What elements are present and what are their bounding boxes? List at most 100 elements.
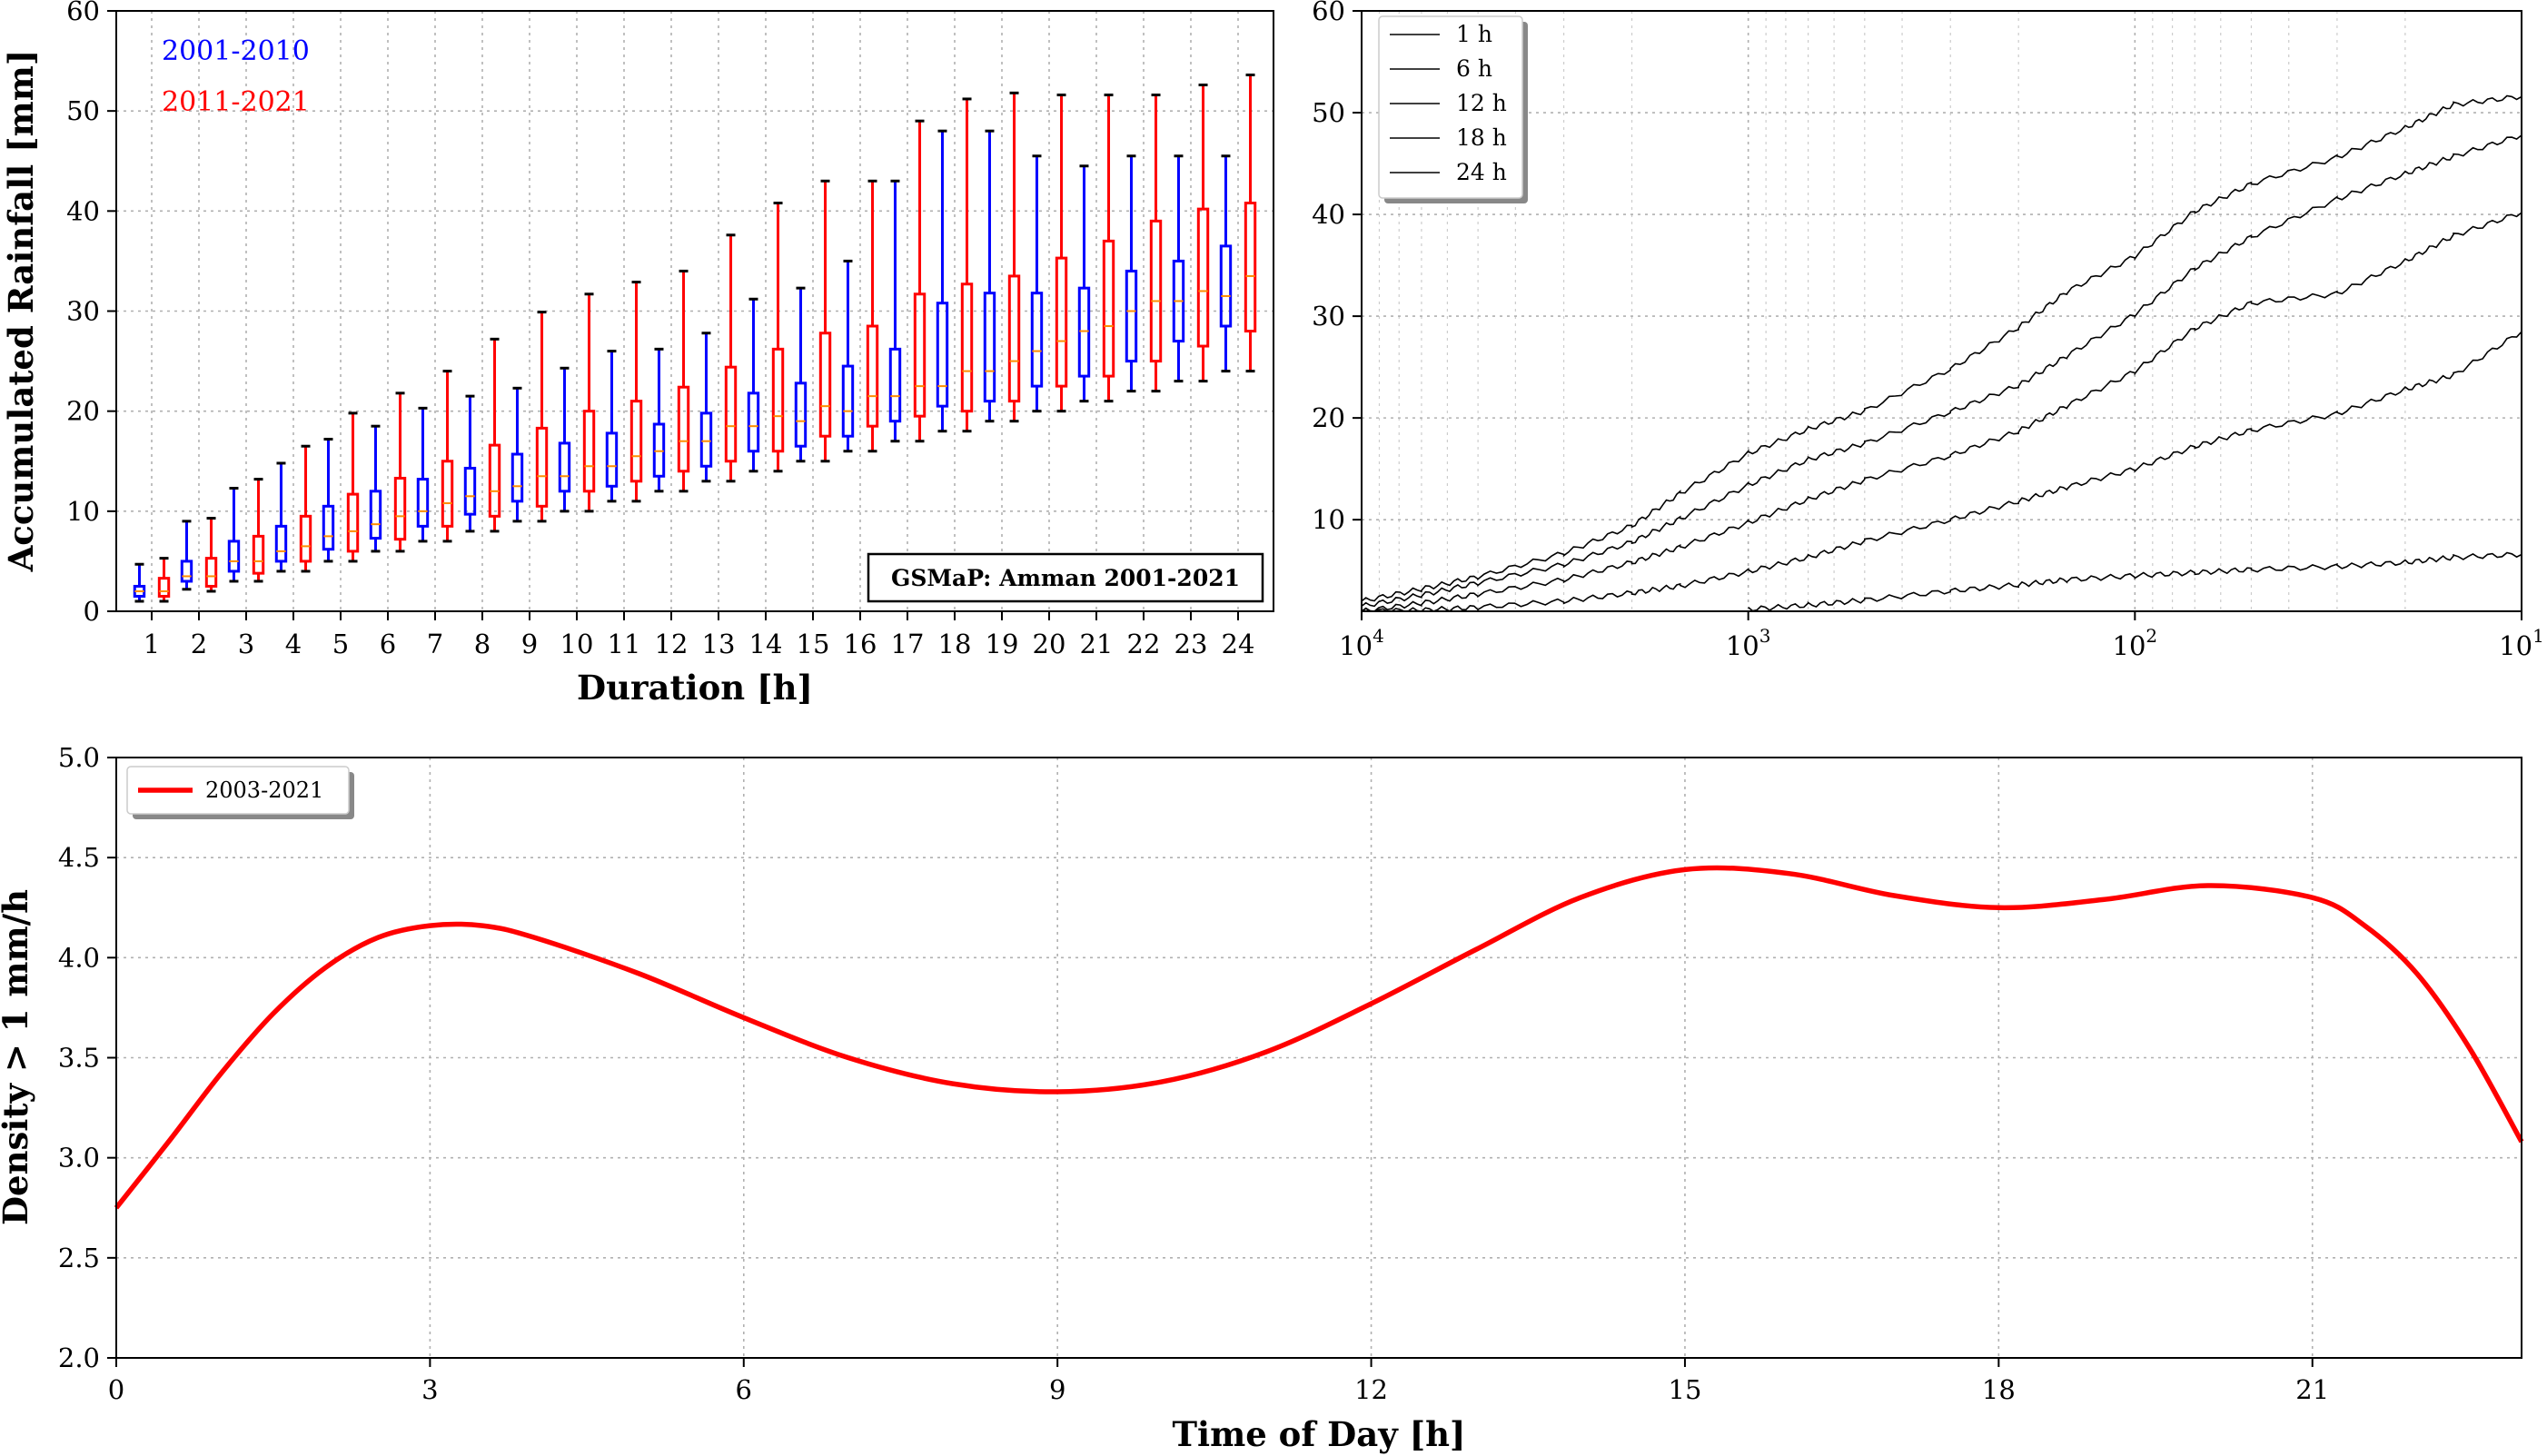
boxplot-x-tick-label: 3	[238, 629, 254, 659]
diurnal-y-tick-label: 3.0	[58, 1143, 100, 1174]
boxplot-y-tick-label: 30	[66, 296, 100, 327]
boxplot-box-red	[204, 517, 218, 593]
diurnal-legend: 2003-2021	[126, 766, 354, 819]
boxplot-box-red	[677, 269, 690, 493]
diurnal-y-axis-label: Density > 1 mm/h	[0, 889, 35, 1225]
boxplot-x-tick-label: 9	[521, 629, 538, 659]
boxplot-y-ticks: 0 10 20 30 40 50 60	[66, 0, 116, 627]
exceedance-y-tick-label: 40	[1312, 199, 1345, 230]
boxplot-box-red	[629, 281, 643, 503]
boxplot-box-blue	[699, 332, 713, 483]
boxplot-box-red	[346, 411, 360, 563]
diurnal-x-tick-label: 6	[736, 1374, 752, 1405]
exceedance-x-tick-base: 10	[1339, 630, 1373, 661]
boxplot-y-tick-label: 40	[66, 195, 100, 226]
boxplot-x-tick-label: 11	[608, 629, 641, 659]
boxplot-iqr-box	[1077, 286, 1091, 378]
boxplot-iqr-box	[488, 443, 501, 518]
boxplot-iqr-box	[535, 426, 549, 508]
boxplot-x-tick-label: 5	[332, 629, 349, 659]
diurnal-legend-box	[126, 766, 350, 815]
boxplot-box-blue	[1219, 154, 1233, 373]
diurnal-y-tick-label: 4.5	[58, 842, 100, 873]
boxplot-iqr-box	[1030, 292, 1044, 388]
boxplot-gridlines	[116, 10, 1274, 612]
boxplot-box-red	[393, 391, 407, 553]
boxplot-iqr-box	[983, 292, 996, 403]
boxplot-box-red	[1007, 91, 1021, 423]
exceedance-y-tick-label: 50	[1312, 97, 1345, 128]
boxplot-box-blue	[888, 179, 902, 443]
exceedance-line-24h	[1361, 94, 2522, 602]
boxplot-iqr-box	[677, 385, 690, 473]
boxplot-iqr-box	[416, 478, 430, 528]
boxplot-iqr-box	[866, 324, 879, 428]
boxplot-box-blue	[558, 366, 571, 513]
boxplot-box-red	[866, 179, 879, 453]
boxplot-iqr-box	[629, 400, 643, 483]
boxplot-x-tick-label: 10	[560, 629, 594, 659]
exceedance-x-tick-base: 10	[2499, 630, 2532, 661]
boxplot-box-red	[441, 370, 454, 543]
boxplot-iqr-box	[771, 347, 785, 453]
boxplot-iqr-box	[1196, 207, 1210, 348]
boxplot-iqr-box	[888, 347, 902, 423]
exceedance-x-tick-label: 103	[1726, 625, 1771, 661]
diurnal-gridlines	[115, 757, 2522, 1359]
exceedance-y-ticks: 10 20 30 40 50 60	[1312, 0, 1362, 535]
boxplot-box-red	[157, 557, 171, 603]
exceedance-y-tick-label: 30	[1312, 301, 1345, 332]
boxplot-iqr-box	[652, 422, 666, 478]
boxplot-iqr-box	[960, 282, 974, 413]
boxplot-iqr-box	[936, 302, 949, 408]
exceedance-x-tick-label: 101	[2499, 625, 2544, 661]
diurnal-y-tick-label: 4.0	[58, 942, 100, 973]
boxplot-legend-2001-2010: 2001-2010	[162, 35, 310, 67]
boxplot-x-tick-label: 16	[844, 629, 877, 659]
exceedance-x-tick-exponent: 3	[1759, 625, 1771, 647]
boxplot-y-axis-label: Accumulated Rainfall [mm]	[1, 50, 41, 573]
diurnal-x-tick-label: 21	[2295, 1374, 2329, 1405]
boxplot-iqr-box	[227, 540, 241, 573]
boxplot-iqr-box	[558, 441, 571, 493]
exceedance-x-tick-base: 10	[1726, 630, 1759, 661]
boxplot-box-blue	[463, 394, 477, 533]
diurnal-legend-label: 2003-2021	[205, 778, 323, 803]
exceedance-line-12h	[1361, 212, 2522, 612]
boxplot-x-tick-label: 7	[427, 629, 443, 659]
boxplot-x-tick-label: 21	[1080, 629, 1114, 659]
boxplot-x-tick-label: 18	[938, 629, 972, 659]
diurnal-x-tick-label: 12	[1354, 1374, 1388, 1405]
boxplot-box-red	[913, 119, 927, 443]
boxplot-iqr-box	[463, 466, 477, 516]
boxplot-iqr-box	[1102, 239, 1115, 378]
boxplot-iqr-box	[1007, 274, 1021, 403]
boxplot-box-blue	[605, 350, 619, 503]
diurnal-x-tick-label: 3	[421, 1374, 438, 1405]
boxplot-box-red	[818, 179, 832, 463]
boxplot-iqr-box	[841, 364, 855, 438]
boxplot-box-blue	[794, 286, 808, 463]
boxplot-iqr-box	[1125, 269, 1138, 363]
boxplot-iqr-box	[605, 431, 619, 488]
exceedance-x-ticks: 104 103 102 101	[1339, 611, 2544, 661]
boxplot-x-tick-label: 20	[1033, 629, 1066, 659]
exceedance-x-tick-exponent: 1	[2532, 625, 2544, 647]
boxplot-iqr-box	[747, 391, 760, 453]
boxplot-box-red	[1055, 94, 1068, 413]
boxplot-x-tick-label: 23	[1174, 629, 1208, 659]
boxplot-iqr-box	[1149, 219, 1163, 363]
boxplot-marks	[133, 74, 1257, 603]
boxplot-box-blue	[180, 520, 193, 591]
boxplot-box-blue	[369, 424, 382, 553]
boxplot-box-red	[535, 311, 549, 523]
exceedance-x-tick-base: 10	[2113, 630, 2146, 661]
boxplot-box-blue	[747, 297, 760, 473]
boxplot-box-blue	[983, 129, 996, 423]
boxplot-iqr-box	[582, 410, 596, 493]
boxplot-iqr-box	[393, 476, 407, 541]
boxplot-x-tick-label: 2	[191, 629, 207, 659]
boxplot-box-blue	[841, 259, 855, 453]
boxplot-x-tick-label: 24	[1222, 629, 1255, 659]
diurnal-x-tick-label: 18	[1982, 1374, 2016, 1405]
